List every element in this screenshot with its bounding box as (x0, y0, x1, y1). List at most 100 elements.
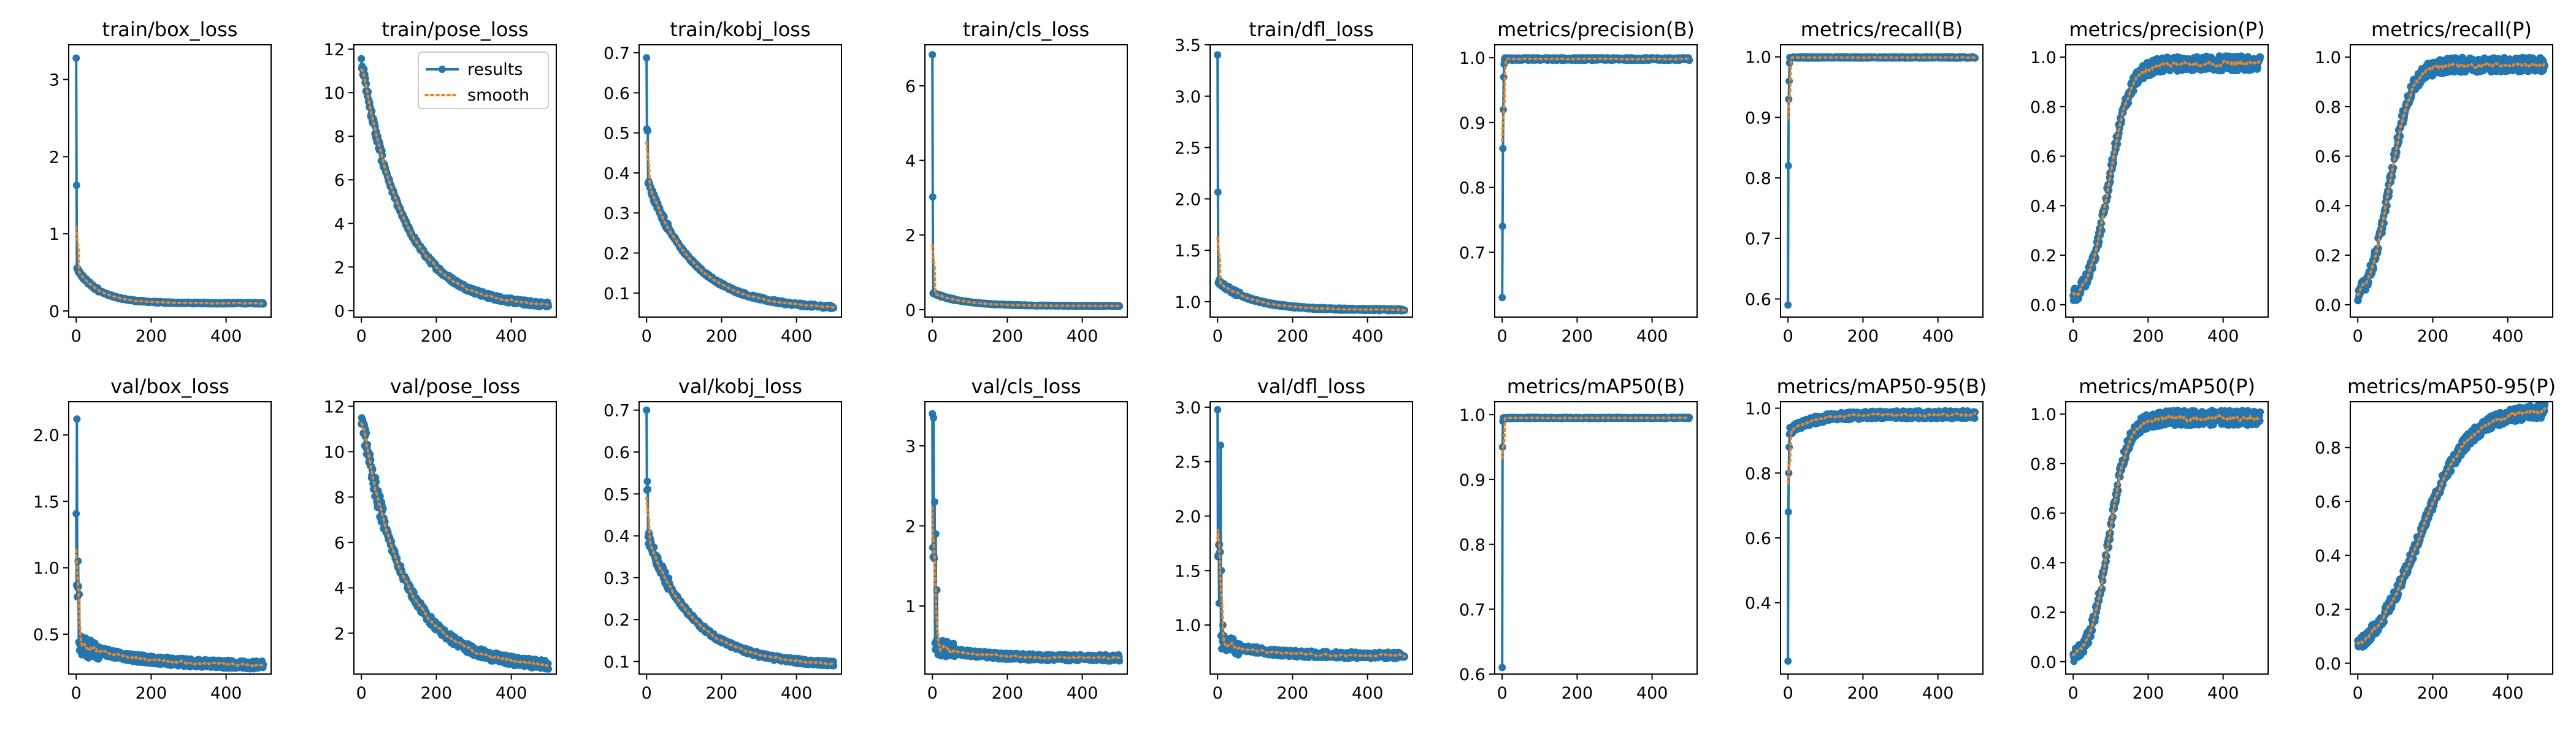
y-tick-label: 1.0 (1745, 48, 1771, 67)
y-tick-label: 1.0 (2030, 48, 2057, 67)
x-tick-label: 200 (2133, 327, 2164, 346)
axes-frame (638, 44, 842, 318)
y-tick-label: 0 (334, 302, 345, 321)
results-line (645, 58, 835, 310)
axes-frame (68, 44, 272, 318)
smooth-line (2356, 61, 2547, 297)
y-tick-label: 3.0 (1175, 88, 1201, 107)
x-tick-label: 400 (1636, 327, 1668, 346)
panel-title: train/pose_loss (381, 18, 528, 41)
x-tick-label: 400 (496, 327, 527, 346)
smooth-line (1501, 57, 1691, 142)
panel-title: metrics/precision(B) (1497, 18, 1695, 41)
results-point (643, 54, 651, 62)
x-tick-label: 400 (210, 684, 242, 703)
x-tick-label: 200 (1562, 327, 1593, 346)
results-point (1499, 145, 1507, 153)
x-tick-label: 400 (2492, 327, 2524, 346)
x-tick-label: 0 (1497, 327, 1508, 346)
y-tick-label: 8 (334, 128, 345, 147)
y-tick-label: 0.7 (604, 44, 630, 63)
y-tick-label: 1.0 (33, 559, 59, 578)
results-line (1787, 55, 1976, 305)
results-point (644, 127, 652, 135)
smooth-line (1787, 56, 1977, 120)
plot-area (72, 415, 267, 673)
x-tick-label: 200 (2417, 327, 2449, 346)
results-point (2256, 53, 2264, 61)
panel-title: val/box_loss (110, 375, 229, 398)
x-tick-label: 0 (71, 684, 82, 703)
y-tick-label: 0.6 (1745, 290, 1771, 309)
smooth-line (1216, 236, 1406, 312)
results-point (358, 55, 366, 63)
y-tick-label: 6 (334, 171, 345, 190)
smooth-line (645, 141, 835, 309)
y-tick-label: 0.4 (604, 164, 630, 183)
legend: results smooth (418, 52, 549, 109)
y-tick-label: 0.4 (2315, 197, 2341, 216)
y-tick-label: 0.7 (1745, 230, 1771, 249)
y-tick-label: 0.8 (2030, 98, 2057, 117)
y-tick-label: 0.0 (2030, 296, 2057, 315)
y-tick-label: 3 (49, 71, 59, 90)
plot-area (643, 54, 838, 312)
x-tick-label: 400 (2207, 327, 2239, 346)
plot-area (358, 55, 553, 311)
x-tick-label: 200 (1277, 327, 1309, 346)
y-tick-label: 2 (49, 148, 59, 167)
results-point (1116, 302, 1124, 310)
plot-area (929, 51, 1124, 310)
x-tick-label: 0 (71, 327, 82, 346)
y-tick-label: 2 (905, 226, 916, 245)
y-tick-label: 1 (49, 225, 59, 244)
results-point (72, 54, 80, 62)
y-tick-label: 0.3 (604, 204, 630, 223)
panel-metrics-recall-p-: metrics/recall(P)0 200 4000.00.20.40.60.81… (2315, 18, 2553, 346)
y-tick-label: 0.4 (2030, 197, 2057, 216)
panel-title: train/cls_loss (963, 18, 1089, 41)
x-tick-label: 400 (1922, 327, 1954, 346)
panel-metrics-precision-p-: metrics/precision(P)0 200 4000.00.20.40.60… (2030, 18, 2269, 346)
axes-frame (353, 44, 557, 318)
results-point (73, 415, 81, 423)
results-line (75, 418, 265, 670)
results-point (1214, 188, 1222, 196)
y-tick-label: 0.9 (1459, 114, 1485, 133)
x-tick-label: 400 (781, 327, 813, 346)
y-tick-label: 12 (324, 40, 345, 59)
x-tick-label: 0 (927, 327, 938, 346)
y-tick-label: 1.5 (33, 493, 59, 512)
x-tick-label: 200 (1847, 327, 1879, 346)
y-tick-label: 1.5 (1175, 242, 1201, 261)
x-tick-label: 400 (210, 327, 242, 346)
legend-smooth-label: smooth (467, 86, 529, 105)
axes-frame (1209, 44, 1413, 318)
panel-title: metrics/precision(P) (2069, 18, 2264, 41)
y-tick-label: 6 (905, 77, 916, 96)
results-point (1785, 77, 1793, 85)
x-tick-label: 0 (642, 327, 652, 346)
results-point (259, 300, 267, 308)
y-tick-label: 0.5 (604, 125, 630, 144)
results-line (931, 55, 1121, 308)
results-point (929, 51, 937, 59)
results-point (72, 510, 80, 518)
legend-results-marker (439, 66, 446, 73)
x-tick-label: 0 (2068, 327, 2079, 346)
x-tick-label: 0 (356, 327, 367, 346)
plot-area (1784, 53, 1979, 309)
y-tick-label: 2.0 (1175, 190, 1201, 209)
y-tick-label: 2 (334, 258, 345, 277)
axes-frame (2065, 44, 2269, 318)
results-point (1784, 301, 1792, 309)
results-point (929, 193, 937, 201)
results-line (75, 58, 265, 305)
legend-results-label: results (467, 60, 523, 79)
x-tick-label: 200 (992, 327, 1024, 346)
